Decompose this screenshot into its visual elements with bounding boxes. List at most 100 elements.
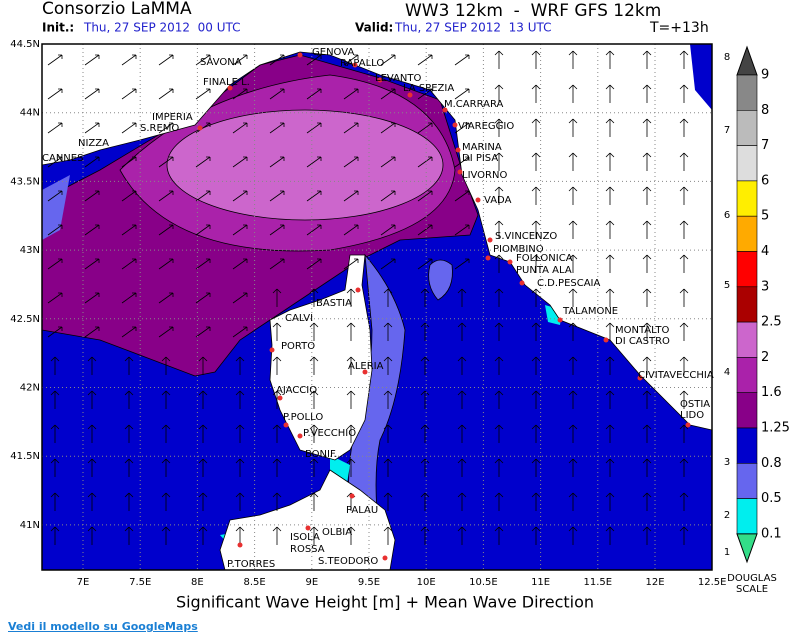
arrow [642,152,652,171]
city-dot [452,122,458,128]
city-dot [277,395,283,401]
arrow [531,118,541,137]
arrow [235,526,245,545]
colorbar-segment [736,286,758,323]
city-dot [382,555,388,561]
arrow [272,322,282,341]
douglas-label: 7 [724,125,730,136]
arrow [679,526,689,545]
arrow [568,424,578,443]
arrow [235,390,245,409]
city-dot [283,422,289,428]
arrow [198,390,208,409]
arrow [568,254,578,273]
arrow [605,526,615,545]
map [42,44,712,570]
lat-label: 43N [20,245,40,256]
arrow [87,458,97,477]
douglas-title: DOUGLAS [727,573,777,584]
arrow [84,190,100,202]
model: WW3 12km - WRF GFS 12km [405,1,661,21]
place-label: BONIF. [305,449,337,460]
arrow [121,258,137,270]
colorbar-label: 5 [761,209,769,224]
arrow [380,258,396,270]
arrow [158,292,174,304]
arrow [531,288,541,307]
lon-label: 7E [77,577,90,588]
arrow [269,88,285,100]
arrow [346,356,356,375]
arrow [417,54,433,66]
arrow [84,292,100,304]
arrow [84,326,100,338]
city-dot [237,542,243,548]
arrow [380,54,396,66]
footer-link[interactable]: Vedi il modello su GoogleMaps [8,620,198,632]
city-dot [603,337,609,343]
lat-label: 43.5N [10,176,40,187]
arrow [121,88,137,100]
arrow [84,258,100,270]
colorbar-label: 1.25 [761,421,790,436]
map-frame [41,43,713,571]
arrow [679,356,689,375]
arrow [158,224,174,236]
colorbar-segment [736,427,758,464]
arrow [457,288,467,307]
arrow [642,458,652,477]
caption: Significant Wave Height [m] + Mean Wave … [176,593,594,612]
arrow [158,190,174,202]
city-dot [362,369,368,375]
arrow [50,526,60,545]
lon-label: 8E [191,577,204,588]
colorbar-label: 9 [761,68,769,83]
arrow [494,186,504,205]
arrow [346,458,356,477]
place-label: P.POLLO [283,412,323,423]
arrow [457,322,467,341]
colorbar-segment [736,357,758,393]
arrow [306,190,322,202]
arrow [531,424,541,443]
arrow [568,118,578,137]
arrow [124,458,134,477]
arrow [417,258,433,270]
arrow [158,88,174,100]
arrow [605,152,615,171]
lon-label: 10E [417,577,436,588]
city-dot [475,197,481,203]
colorbar-segment [736,321,758,358]
arrow [121,224,137,236]
arrow [269,122,285,134]
arrow [195,88,211,100]
arrow [642,390,652,409]
city-dot [519,280,525,286]
arrow [161,356,171,375]
arrow [343,224,359,236]
arrow [346,526,356,545]
arrow [232,292,248,304]
place-label: S.REMO [140,123,179,134]
arrow [158,122,174,134]
place-label: IMPERIA [152,112,193,123]
arrow [380,156,396,168]
arrow [235,356,245,375]
arrow [87,526,97,545]
arrow [568,458,578,477]
arrow [531,458,541,477]
place-label: TALAMONE [562,306,618,317]
arrow [161,390,171,409]
arrow [679,492,689,511]
arrow [50,356,60,375]
arrow [124,526,134,545]
arrow [605,492,615,511]
city-dot [685,422,691,428]
arrow [531,390,541,409]
colorbar-segment [736,180,758,217]
arrow [679,84,689,103]
arrow [568,50,578,69]
arrow [454,122,470,134]
arrow [161,526,171,545]
arrow [568,526,578,545]
